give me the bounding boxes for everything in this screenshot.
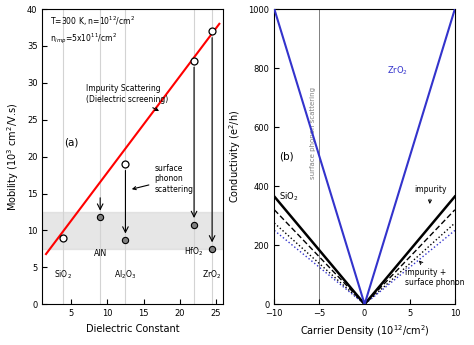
Text: (b): (b) (279, 151, 293, 161)
Text: surface phonon scattering: surface phonon scattering (310, 87, 316, 179)
Text: SiO$_2$: SiO$_2$ (55, 268, 73, 280)
X-axis label: Carrier Density (10$^{12}$/cm$^2$): Carrier Density (10$^{12}$/cm$^2$) (300, 324, 429, 339)
Text: (a): (a) (64, 138, 78, 148)
Text: T=300 K, n=10$^{12}$/cm$^2$: T=300 K, n=10$^{12}$/cm$^2$ (50, 15, 135, 28)
Y-axis label: Mobility (10$^3$ cm$^2$/V.s): Mobility (10$^3$ cm$^2$/V.s) (6, 102, 21, 211)
Text: impurity: impurity (414, 185, 447, 203)
X-axis label: Dielectric Constant: Dielectric Constant (86, 324, 180, 334)
Text: Al$_2$O$_3$: Al$_2$O$_3$ (114, 268, 137, 280)
Bar (42, 212, 223, 249)
Text: ZrO$_2$: ZrO$_2$ (387, 65, 408, 78)
Text: surface
phonon
scattering: surface phonon scattering (133, 164, 193, 194)
Text: HfO$_2$: HfO$_2$ (184, 246, 204, 258)
Text: Impurity Scattering
(Dielectric screening): Impurity Scattering (Dielectric screenin… (86, 84, 168, 110)
Text: ZrO$_2$: ZrO$_2$ (202, 268, 222, 280)
Text: SiO$_2$: SiO$_2$ (279, 190, 298, 203)
Text: impurity +
surface phonon: impurity + surface phonon (405, 261, 465, 287)
Y-axis label: Conductivity (e$^2$/h): Conductivity (e$^2$/h) (227, 110, 243, 203)
Text: AlN: AlN (93, 249, 107, 258)
Text: n$_{imp}$=5x10$^{11}$/cm$^2$: n$_{imp}$=5x10$^{11}$/cm$^2$ (50, 31, 117, 46)
